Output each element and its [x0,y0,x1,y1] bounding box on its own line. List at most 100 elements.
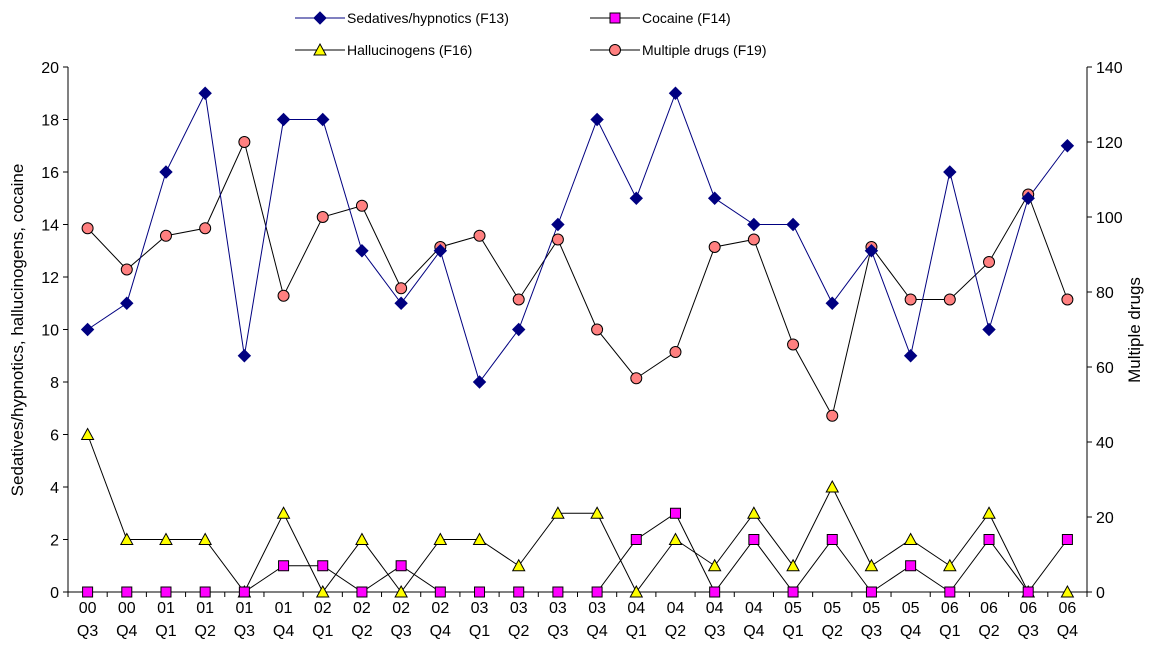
x-tick-label-quarter: Q4 [1057,623,1078,640]
x-tick-label-quarter: Q1 [626,623,647,640]
data-point-triangle [551,506,565,519]
data-point-circle [630,372,643,385]
data-point-circle [316,211,329,223]
data-point-triangle [668,532,683,545]
x-tick-label-year: 02 [431,600,449,617]
data-point-diamond [943,165,957,179]
data-point-triangle [315,584,330,598]
data-point-triangle [511,558,526,572]
x-tick-label-quarter: Q1 [939,623,960,640]
data-point-circle [355,199,368,212]
x-tick-label-quarter: Q4 [586,623,607,640]
data-point-triangle [629,584,644,598]
data-point-diamond [668,86,683,100]
data-point-diamond [80,322,95,337]
left-tick-label: 10 [41,323,59,340]
right-tick-label: 100 [1096,210,1123,227]
x-tick-label-quarter: Q2 [665,623,686,640]
x-tick-label-quarter: Q2 [351,623,372,640]
data-point-circle [473,229,486,242]
data-point-triangle [119,532,134,545]
data-point-diamond [237,349,252,363]
x-tick-label-quarter: Q3 [390,623,411,640]
data-point-square [709,586,721,598]
data-point-diamond [198,86,212,100]
x-tick-label-year: 01 [196,600,214,617]
data-point-triangle [982,506,996,519]
data-point-diamond [590,112,604,127]
right-tick-label: 60 [1096,360,1114,377]
x-tick-label-year: 05 [784,600,802,617]
left-tick-label: 20 [41,60,59,77]
data-point-circle [591,323,604,336]
x-tick-label-year: 00 [79,600,97,617]
x-tick-label-quarter: Q1 [469,623,490,640]
data-point-diamond [433,244,448,258]
data-point-triangle [825,479,840,493]
x-tick-label-year: 01 [235,600,253,617]
x-tick-label-year: 03 [471,600,489,617]
x-tick-label-quarter: Q1 [155,623,176,640]
left-tick-label: 4 [50,480,59,497]
data-point-square [278,560,290,572]
legend-label: Sedatives/hypnotics (F13) [347,10,509,26]
left-tick-label: 2 [50,533,59,550]
left-tick-label: 16 [41,165,59,182]
series-line-circle [87,140,1068,418]
data-point-circle [826,409,839,422]
legend-label: Cocaine (F14) [642,10,731,26]
left-tick-label: 18 [41,113,59,130]
data-point-square [787,586,799,598]
x-tick-label-year: 04 [627,600,645,617]
data-point-triangle [159,532,173,545]
x-tick-label-year: 06 [941,600,959,617]
right-tick-label: 120 [1096,135,1123,152]
data-point-diamond [276,112,291,127]
data-point-diamond [982,322,996,337]
x-tick-label-year: 05 [863,600,881,617]
x-tick-label-year: 01 [275,600,293,617]
left-axis-label: Sedatives/hypnotics, hallucinogens, coca… [8,164,27,497]
data-point-square [474,586,486,598]
data-point-circle [238,136,251,148]
data-point-triangle [942,558,957,572]
x-tick-label-quarter: Q3 [1018,623,1039,640]
data-point-square [395,560,407,572]
x-tick-label-year: 04 [706,600,724,617]
left-tick-label: 0 [50,585,59,602]
data-point-square [434,586,446,598]
x-tick-label-year: 06 [1059,600,1077,617]
data-point-circle [943,293,956,306]
data-point-triangle [472,532,487,545]
x-tick-label-quarter: Q4 [743,623,764,640]
data-point-triangle [198,532,213,545]
data-point-circle [1061,293,1074,306]
data-point-triangle [80,427,95,440]
data-point-circle [395,282,408,295]
x-tick-label-year: 06 [1019,600,1037,617]
data-point-square [865,586,877,598]
data-point-diamond [120,296,134,310]
data-point-square [630,534,642,545]
left-tick-label: 8 [50,375,59,392]
data-point-triangle [355,532,369,545]
data-point-circle [787,338,800,351]
data-point-diamond [551,217,565,232]
legend-marker-diamond [313,11,327,25]
x-tick-label-year: 03 [588,600,606,617]
data-point-square [160,586,172,598]
x-tick-label-year: 01 [157,600,175,617]
data-point-diamond [1060,139,1075,153]
data-point-circle [551,233,564,246]
x-tick-label-quarter: Q3 [861,623,882,640]
data-point-diamond [707,191,722,205]
x-tick-label-quarter: Q4 [430,623,451,640]
legend-label: Hallucinogens (F16) [347,42,472,58]
x-tick-label-quarter: Q2 [508,623,529,640]
data-point-square [82,586,94,598]
data-point-diamond [825,296,839,310]
data-point-circle [159,229,172,242]
data-point-triangle [747,506,761,519]
left-tick-label: 12 [41,270,59,287]
